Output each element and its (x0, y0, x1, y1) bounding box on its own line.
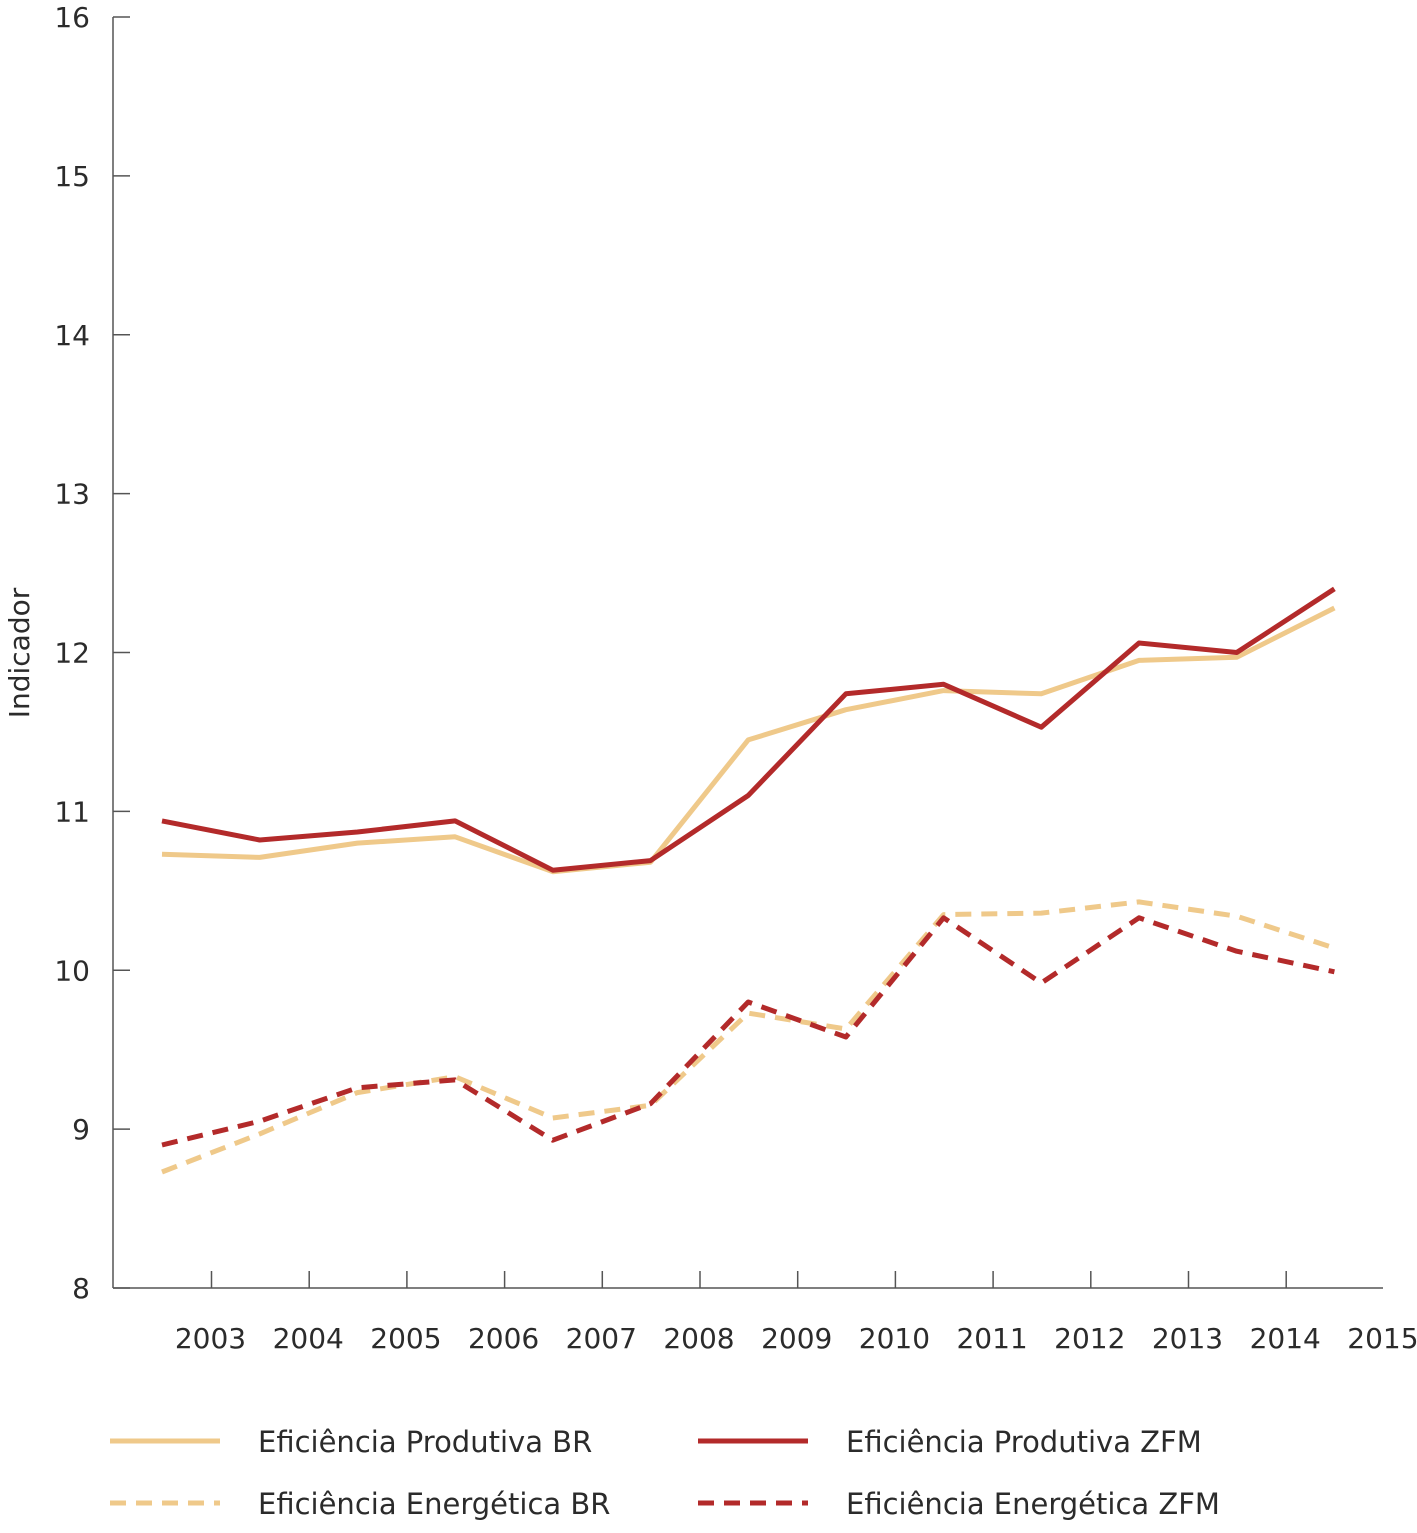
axes: 8 9 10 11 12 13 14 15 16 2003 2004 2005 2006 2007 2008… (54, 1, 1417, 1355)
x-tick-label: 2005 (370, 1322, 441, 1355)
y-axis-title: Indicador (3, 587, 36, 718)
x-tick-label: 2004 (273, 1322, 344, 1355)
x-tick-label: 2006 (468, 1322, 539, 1355)
legend: Eficiência Produtiva BR Eficiência Produt… (110, 1425, 1220, 1521)
y-tick-label: 14 (54, 319, 90, 352)
x-tick-label: 2008 (663, 1322, 734, 1355)
x-tick-label: 2009 (761, 1322, 832, 1355)
x-tick-label: 2015 (1347, 1322, 1417, 1355)
y-tick-label: 9 (72, 1113, 90, 1146)
legend-label-1: Eficiência Produtiva BR (258, 1425, 592, 1459)
y-tick-label: 13 (54, 478, 90, 511)
x-tick-label: 2013 (1152, 1322, 1223, 1355)
series-group (161, 586, 1336, 1175)
legend-label-3: Eficiência Energética BR (258, 1487, 610, 1521)
y-tick-label: 16 (54, 1, 90, 34)
x-tick-label: 2014 (1250, 1322, 1321, 1355)
y-tick-label: 8 (72, 1272, 90, 1305)
x-tick-label: 2007 (566, 1322, 637, 1355)
series-line-1 (161, 605, 1336, 875)
y-tick-label: 10 (54, 954, 90, 987)
x-tick-label: 2011 (956, 1322, 1027, 1355)
series-line-4 (161, 915, 1335, 1148)
y-tick-label: 11 (54, 795, 90, 828)
series-line-3 (161, 899, 1336, 1175)
x-tick-label: 2003 (175, 1322, 246, 1355)
y-tick-label: 15 (54, 160, 90, 193)
legend-label-2: Eficiência Produtiva ZFM (846, 1425, 1202, 1459)
series-line-2 (161, 586, 1336, 873)
x-tick-label: 2010 (859, 1322, 930, 1355)
legend-label-4: Eficiência Energética ZFM (846, 1487, 1220, 1521)
y-tick-label: 12 (54, 637, 90, 670)
x-tick-label: 2012 (1054, 1322, 1125, 1355)
